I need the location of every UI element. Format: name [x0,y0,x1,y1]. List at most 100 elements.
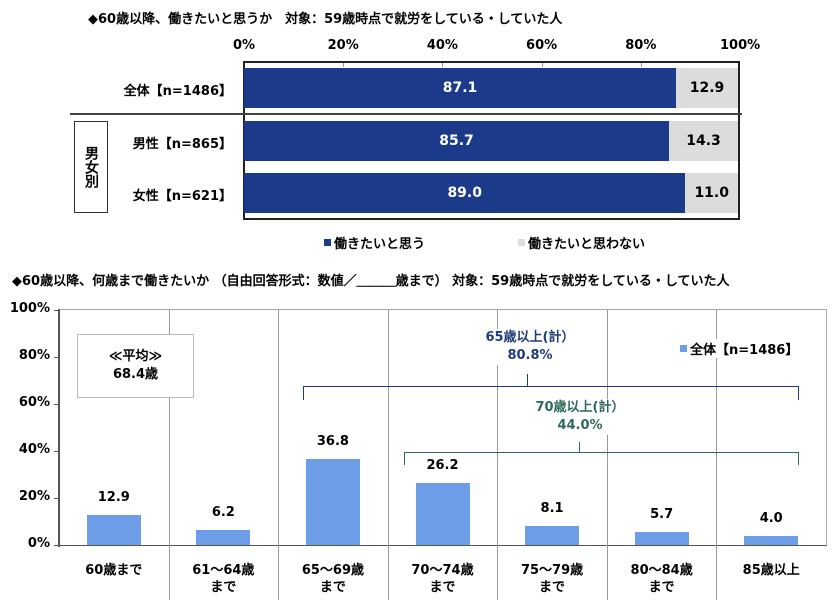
category-label-line1: 80～84歳 [630,563,693,578]
bottom-y-tick-mark [54,357,59,358]
bar-value-no: 14.3 [686,133,721,149]
bracket-70-title: 70歳以上(計） [535,400,625,415]
bottom-x-axis [58,545,827,546]
category-label-line2: まで [539,580,566,595]
top-x-tick: 40% [426,38,458,53]
category-label: 65～69歳 まで [278,562,388,596]
bracket-70-label: 70歳以上(計） 44.0% [510,399,650,435]
bar-value-yes: 87.1 [442,80,478,96]
bottom-y-tick: 40% [18,442,50,457]
top-x-tick-mark [343,63,345,67]
legend-swatch-yes-icon [324,239,331,246]
bar-value-label: 8.1 [540,500,564,516]
top-x-tick-mark [640,63,642,67]
bar-segment-yes: 87.1 [244,68,677,108]
category-label-line1: 60歳まで [85,563,143,578]
bracket-65-stem [527,374,528,386]
bottom-y-tick-mark [54,404,59,405]
bar-segment-yes: 85.7 [244,121,670,161]
category-label-line2: まで [210,580,237,595]
bar [744,535,799,545]
bottom-plot-area [59,309,827,546]
bar [86,514,141,545]
top-x-tick: 20% [327,38,359,53]
bottom-y-tick-mark [54,310,59,311]
top-chart-title: ◆60歳以降、働きたいと思うか 対象：59歳時点で就労をしている・していた人 [88,12,563,27]
bottom-y-tick: 100% [9,301,50,316]
bottom-y-axis [58,309,60,547]
category-label-line2: まで [429,580,456,595]
bar [525,525,580,545]
bar [196,530,251,545]
bottom-chart-title: ◆60歳以降、何歳まで働きたいか （自由回答形式：数値／＿＿＿歳まで） 対象：5… [12,274,730,289]
bar-value-label: 6.2 [211,505,235,521]
bracket-70-stem [579,442,580,452]
bar-value-label: 12.9 [97,489,130,505]
bar-segment-no: 14.3 [669,121,738,161]
category-label: 60歳まで [59,562,169,579]
bottom-y-tick-mark [54,545,59,546]
legend-swatch-no-icon [518,239,525,246]
category-label-line2: まで [648,580,675,595]
bracket-65-value: 80.8% [507,348,553,363]
category-label: 80～84歳 まで [607,562,717,596]
bar-value-no: 12.9 [689,80,725,96]
row-label: 全体【n=1486】 [123,84,232,99]
bracket-70-plus [404,452,799,465]
bracket-65-label: 65歳以上(計） 80.8% [460,329,600,365]
top-x-tick: 60% [526,38,558,53]
bottom-y-tick-mark [54,451,59,452]
category-separator [168,310,170,600]
top-x-tick-mark [442,63,444,67]
group-divider [70,113,742,115]
top-x-tick: 80% [625,38,657,53]
bar [634,531,689,545]
category-separator [278,310,280,600]
top-legend-yes: 働きたいと思う [324,233,425,252]
bar-segment-no: 12.9 [676,68,738,108]
bracket-65-title: 65歳以上(計） [485,330,575,345]
bottom-y-tick: 60% [18,395,50,410]
bracket-70-value: 44.0% [557,418,603,433]
category-label-line1: 75～79歳 [520,563,584,578]
legend-label-no: 働きたいと思わない [528,237,646,252]
top-x-tick-mark [541,63,543,67]
bottom-legend: 全体【n=1486】 [680,339,799,358]
top-x-tick: 100% [720,38,761,53]
category-label: 61～64歳 まで [169,562,279,596]
category-label: 70～74歳 まで [388,562,498,596]
legend-swatch-total-icon [680,345,687,352]
legend-label-total: 全体【n=1486】 [690,343,799,358]
bottom-y-tick-mark [54,498,59,499]
category-separator [497,310,499,600]
bar [415,483,470,545]
bar-value-yes: 89.0 [447,185,482,201]
bar-segment-no: 11.0 [685,173,738,213]
category-label-line1: 85歳以上 [742,563,800,578]
bar-value-yes: 85.7 [439,133,474,149]
gender-group-label: 男女別 [83,146,99,188]
bottom-y-tick: 80% [18,348,50,363]
category-label: 85歳以上 [716,562,826,579]
category-label-line1: 70～74歳 [411,563,474,578]
gender-group-box: 男女別 [74,121,108,213]
row-label: 女性【n=621】 [132,189,232,204]
bar-value-label: 26.2 [426,458,459,474]
bottom-y-tick: 20% [18,489,50,504]
category-label-line2: まで [319,580,346,595]
category-separator [716,310,718,600]
row-label: 男性【n=865】 [132,137,232,152]
bar-value-label: 4.0 [759,510,783,526]
average-box: ≪平均≫ 68.4歳 [77,334,194,398]
category-label: 75～79歳 まで [497,562,607,596]
category-label-line1: 65～69歳 [301,563,365,578]
bar-value-no: 11.0 [694,185,729,201]
bar-value-label: 36.8 [316,433,349,449]
bracket-65-plus [303,386,799,400]
bar-value-label: 5.7 [650,506,674,522]
legend-label-yes: 働きたいと思う [334,237,426,252]
average-value: 68.4歳 [112,367,159,382]
top-legend-no: 働きたいと思わない [518,233,645,252]
category-separator [606,310,608,600]
category-label-line1: 61～64歳 [192,563,255,578]
